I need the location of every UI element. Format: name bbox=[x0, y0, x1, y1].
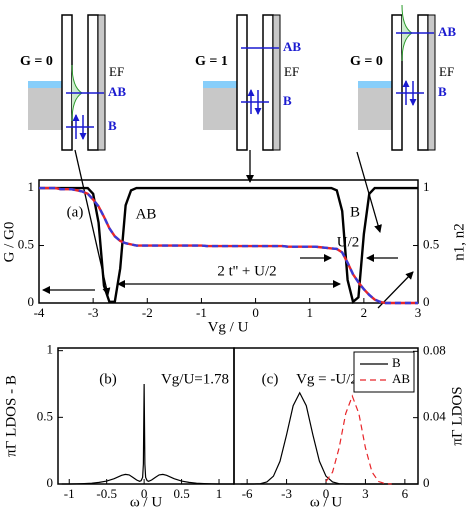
level-label: AB bbox=[438, 24, 456, 39]
x-axis-label: ω / U bbox=[130, 494, 163, 510]
fermi-label: EF bbox=[284, 64, 299, 79]
barrier bbox=[262, 14, 274, 151]
annotation: 2 t'' + U/2 bbox=[217, 263, 276, 279]
plot-frame bbox=[38, 179, 419, 304]
annotation: (b) bbox=[99, 371, 117, 387]
series-line bbox=[39, 186, 418, 305]
series-line bbox=[39, 186, 418, 305]
level-label: B bbox=[108, 118, 117, 133]
x-tick-label: 0 bbox=[323, 486, 330, 501]
barrier bbox=[87, 14, 99, 151]
inset-label: G = 1 bbox=[195, 54, 228, 69]
x-tick-label: -0.5 bbox=[96, 486, 117, 501]
y-tick-label: 0 bbox=[28, 294, 35, 309]
x-tick-label: 3 bbox=[362, 486, 369, 501]
legend-label: AB bbox=[392, 371, 410, 386]
y2-axis-label: n1, n2 bbox=[451, 223, 467, 261]
y2-tick-label: 0 bbox=[423, 475, 430, 490]
x-tick-label: 1 bbox=[306, 305, 313, 320]
y2-tick-label: 0 bbox=[423, 294, 430, 309]
annotation: (c) bbox=[262, 371, 279, 387]
barrier bbox=[417, 14, 429, 151]
level-label: B bbox=[438, 84, 447, 99]
lead-right bbox=[97, 14, 106, 151]
y2-axis-label: πΓ LDOS bbox=[449, 386, 465, 445]
y-tick-label: 0.5 bbox=[18, 237, 34, 252]
lead-left bbox=[28, 88, 62, 130]
x-tick-label: 3 bbox=[415, 305, 422, 320]
x-tick-label: -3 bbox=[281, 486, 292, 501]
fermi-sea bbox=[358, 81, 392, 88]
x-tick-label: 6 bbox=[402, 486, 409, 501]
y-tick-label: 0 bbox=[47, 475, 54, 490]
level-label: AB bbox=[283, 39, 301, 54]
level-label: B bbox=[283, 93, 292, 108]
annotation: (a) bbox=[67, 204, 84, 220]
x-tick-label: 0 bbox=[141, 486, 148, 501]
lead-right bbox=[272, 14, 281, 151]
x-axis-label: Vg / U bbox=[208, 319, 249, 335]
annotation: U/2 bbox=[337, 234, 360, 250]
lead-left bbox=[358, 88, 392, 130]
lead-left bbox=[203, 88, 237, 130]
x-tick-label: -2 bbox=[142, 305, 153, 320]
legend-box bbox=[353, 351, 415, 393]
annotation: AB bbox=[136, 206, 157, 222]
barrier bbox=[61, 14, 73, 151]
x-axis-label: ω / U bbox=[310, 494, 343, 510]
y2-tick-label: 1 bbox=[423, 179, 430, 194]
level-label: AB bbox=[108, 84, 126, 99]
series-line bbox=[325, 394, 392, 485]
arrow bbox=[356, 151, 382, 233]
x-tick-label: -1 bbox=[196, 305, 207, 320]
y2-tick-label: 0.04 bbox=[423, 409, 446, 424]
barrier bbox=[391, 14, 403, 151]
x-tick-label: -6 bbox=[242, 486, 253, 501]
y-tick-label: 1 bbox=[28, 179, 35, 194]
y-axis-label: G / G0 bbox=[1, 222, 17, 263]
y-axis-label: πΓ LDOS - B bbox=[3, 375, 19, 457]
annotation: B bbox=[350, 204, 360, 220]
inset-label: G = 0 bbox=[20, 54, 53, 69]
legend-label: B bbox=[392, 355, 401, 370]
series-line bbox=[61, 383, 234, 485]
y-tick-label: 0.5 bbox=[37, 408, 53, 423]
annotation: Vg = -U/2 bbox=[296, 371, 358, 387]
y-tick-label: 1 bbox=[47, 342, 54, 357]
fermi-label: EF bbox=[109, 64, 124, 79]
x-tick-label: -4 bbox=[34, 305, 45, 320]
barrier bbox=[236, 14, 248, 151]
fermi-label: EF bbox=[439, 64, 454, 79]
x-tick-label: -3 bbox=[88, 305, 99, 320]
x-tick-label: 2 bbox=[361, 305, 368, 320]
y2-tick-label: 0.08 bbox=[423, 342, 446, 357]
lead-right bbox=[427, 14, 436, 151]
x-tick-label: -1 bbox=[64, 486, 75, 501]
y2-tick-label: 0.5 bbox=[423, 237, 439, 252]
plot-frame bbox=[57, 347, 235, 485]
inset-label: G = 0 bbox=[350, 54, 383, 69]
fermi-sea bbox=[203, 81, 237, 88]
fermi-sea bbox=[28, 81, 62, 88]
x-tick-label: 1 bbox=[216, 486, 223, 501]
x-tick-label: 0 bbox=[252, 305, 259, 320]
x-tick-label: 0.5 bbox=[173, 486, 189, 501]
annotation: Vg/U=1.78 bbox=[161, 371, 229, 387]
series-line bbox=[240, 391, 418, 485]
